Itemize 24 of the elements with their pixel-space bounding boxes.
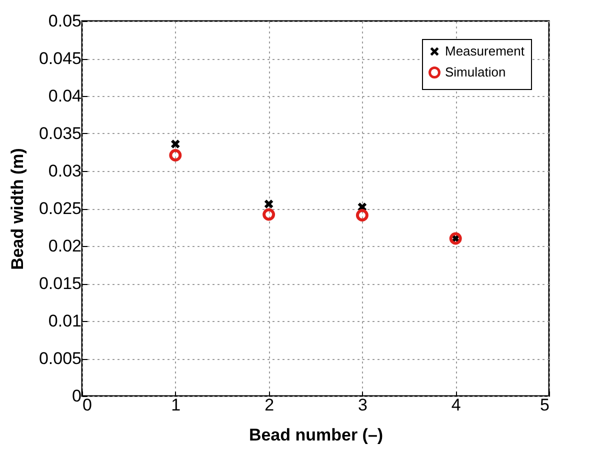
y-tick-label: 0.02 — [48, 236, 82, 256]
x-tick-label: 3 — [358, 396, 368, 414]
y-tick-label: 0.015 — [38, 274, 82, 293]
y-tick-label: 0.025 — [38, 199, 82, 218]
y-tick-label: 0.01 — [48, 312, 82, 330]
point — [262, 208, 276, 221]
legend-label: Simulation — [445, 64, 506, 80]
x-tick-label: 4 — [451, 396, 461, 414]
legend-label: Measurement — [445, 44, 525, 58]
x-axis-title: Bead number (–) — [248, 426, 384, 444]
y-tick-label: 0.04 — [48, 86, 82, 106]
y-tick-label: 0.005 — [38, 349, 82, 368]
y-tick-label: 0.035 — [38, 124, 82, 143]
point — [170, 139, 180, 149]
point — [356, 209, 368, 222]
y-axis-title: Bead width (m) — [8, 148, 27, 270]
y-tick-label: 0.045 — [38, 49, 82, 68]
y-tick-label: 0.05 — [48, 12, 82, 30]
x-tick-label: 2 — [264, 396, 274, 414]
y-tick-label: 0.03 — [48, 162, 82, 180]
x-tick-label: 1 — [171, 396, 181, 414]
x-tick-label: 5 — [540, 396, 550, 414]
point — [264, 199, 274, 209]
point — [169, 149, 182, 162]
